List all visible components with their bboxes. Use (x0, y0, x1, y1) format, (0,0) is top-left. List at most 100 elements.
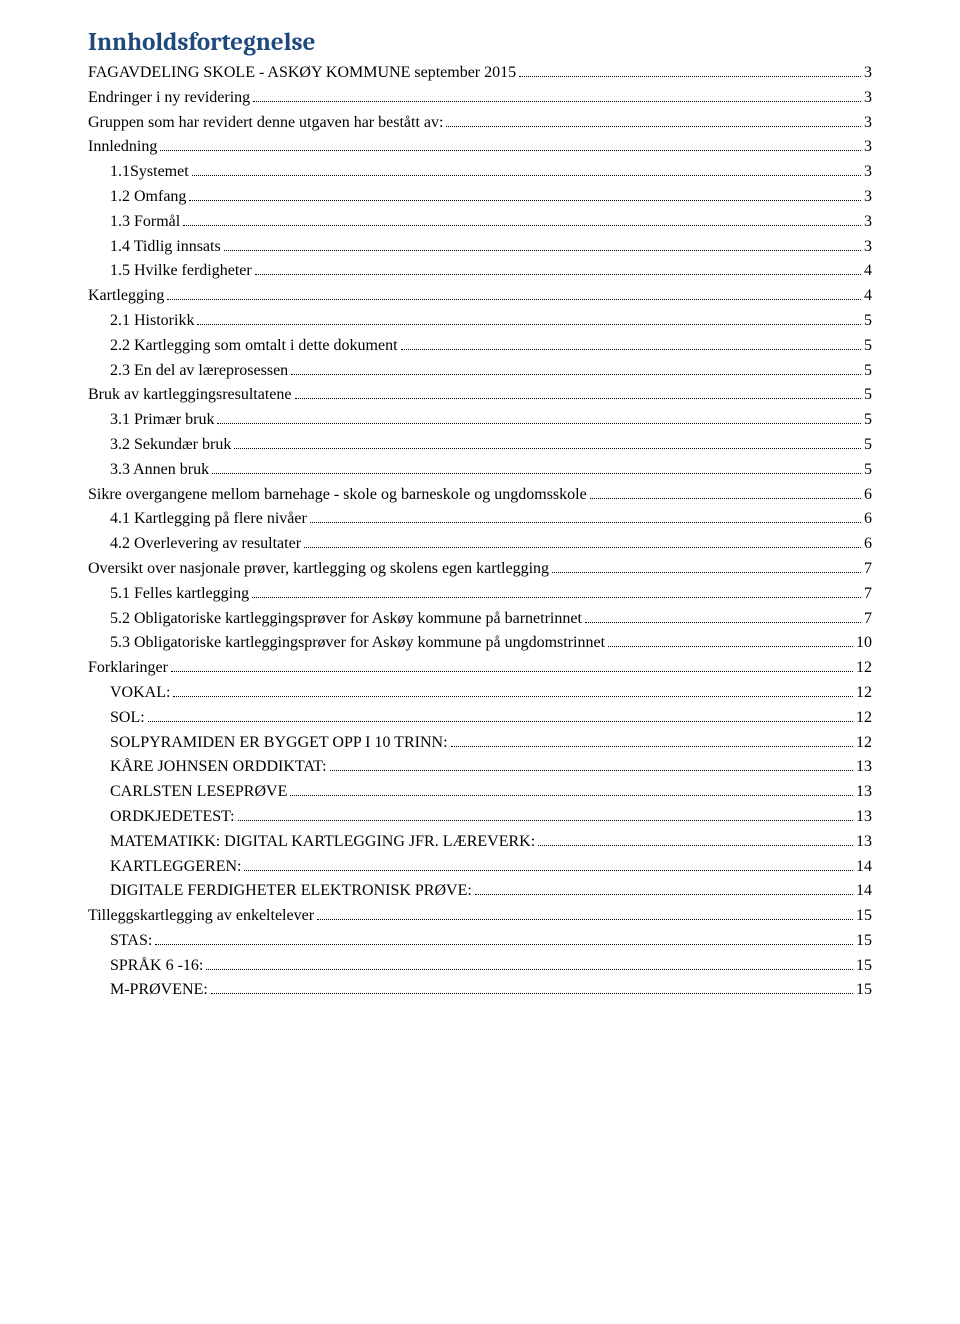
page: Innholdsfortegnelse FAGAVDELING SKOLE - … (0, 0, 960, 1324)
toc-leader-dots (291, 361, 861, 375)
toc-entry[interactable]: SOL: 12 (88, 706, 872, 731)
toc-entry[interactable]: SOLPYRAMIDEN ER BYGGET OPP I 10 TRINN: 1… (88, 731, 872, 756)
toc-entry[interactable]: FAGAVDELING SKOLE - ASKØY KOMMUNE septem… (88, 61, 872, 86)
toc-leader-dots (148, 708, 853, 722)
toc-entry[interactable]: 3.3 Annen bruk 5 (88, 458, 872, 483)
toc-leader-dots (446, 113, 861, 127)
toc-entry[interactable]: Forklaringer 12 (88, 656, 872, 681)
toc-entry-label: FAGAVDELING SKOLE - ASKØY KOMMUNE septem… (88, 61, 516, 86)
toc-entry[interactable]: 2.3 En del av læreprosessen 5 (88, 359, 872, 384)
toc-entry-page: 5 (864, 334, 872, 359)
toc-entry[interactable]: Kartlegging 4 (88, 284, 872, 309)
toc-leader-dots (519, 63, 861, 77)
toc-entry[interactable]: 4.1 Kartlegging på flere nivåer 6 (88, 507, 872, 532)
toc-entry-page: 15 (856, 978, 872, 1003)
toc-leader-dots (171, 658, 853, 672)
toc-leader-dots (475, 882, 853, 896)
toc-entry[interactable]: SPRÅK 6 -16: 15 (88, 954, 872, 979)
toc-leader-dots (317, 906, 853, 920)
toc-entry[interactable]: KARTLEGGEREN: 14 (88, 855, 872, 880)
toc-entry[interactable]: Oversikt over nasjonale prøver, kartlegg… (88, 557, 872, 582)
toc-entry[interactable]: 1.2 Omfang 3 (88, 185, 872, 210)
toc-entry-page: 5 (864, 458, 872, 483)
toc-entry-label: 5.2 Obligatoriske kartleggingsprøver for… (110, 607, 582, 632)
toc-entry[interactable]: Gruppen som har revidert denne utgaven h… (88, 111, 872, 136)
toc-leader-dots (252, 584, 861, 598)
toc-entry-page: 14 (856, 855, 872, 880)
toc-entry[interactable]: MATEMATIKK: DIGITAL KARTLEGGING JFR. LÆR… (88, 830, 872, 855)
toc-entry[interactable]: DIGITALE FERDIGHETER ELEKTRONISK PRØVE: … (88, 879, 872, 904)
toc-entry-page: 12 (856, 681, 872, 706)
toc-entry-label: Tilleggskartlegging av enkeltelever (88, 904, 314, 929)
toc-entry-label: CARLSTEN LESEPRØVE (110, 780, 287, 805)
toc-entry-label: 3.1 Primær bruk (110, 408, 214, 433)
toc-leader-dots (206, 956, 853, 970)
toc-entry[interactable]: Innledning 3 (88, 135, 872, 160)
toc-entry[interactable]: 1.1Systemet 3 (88, 160, 872, 185)
toc-entry-label: SPRÅK 6 -16: (110, 954, 203, 979)
toc-leader-dots (224, 237, 861, 251)
toc-entry[interactable]: 5.2 Obligatoriske kartleggingsprøver for… (88, 607, 872, 632)
toc-entry[interactable]: M-PRØVENE: 15 (88, 978, 872, 1003)
toc-entry-label: 1.4 Tidlig innsats (110, 235, 221, 260)
toc-entry-page: 5 (864, 383, 872, 408)
toc-entry[interactable]: Bruk av kartleggingsresultatene 5 (88, 383, 872, 408)
toc-entry-label: KÅRE JOHNSEN ORDDIKTAT: (110, 755, 327, 780)
toc-entry[interactable]: 1.5 Hvilke ferdigheter 4 (88, 259, 872, 284)
toc-entry-page: 3 (864, 235, 872, 260)
toc-leader-dots (330, 758, 853, 772)
toc-leader-dots (310, 510, 861, 524)
toc-entry-label: Oversikt over nasjonale prøver, kartlegg… (88, 557, 549, 582)
toc-entry-page: 12 (856, 731, 872, 756)
toc-entry[interactable]: ORDKJEDETEST: 13 (88, 805, 872, 830)
toc-title: Innholdsfortegnelse (88, 28, 872, 57)
toc-entry-label: Gruppen som har revidert denne utgaven h… (88, 111, 443, 136)
toc-entry-label: Forklaringer (88, 656, 168, 681)
toc-entry[interactable]: 3.2 Sekundær bruk 5 (88, 433, 872, 458)
toc-entry[interactable]: STAS: 15 (88, 929, 872, 954)
toc-entry[interactable]: 4.2 Overlevering av resultater 6 (88, 532, 872, 557)
toc-leader-dots (183, 212, 861, 226)
toc-entry[interactable]: 1.4 Tidlig innsats 3 (88, 235, 872, 260)
toc-entry-page: 4 (864, 284, 872, 309)
toc-entry-page: 5 (864, 359, 872, 384)
toc-entry-page: 6 (864, 483, 872, 508)
toc-leader-dots (608, 634, 853, 648)
toc-entry-page: 14 (856, 879, 872, 904)
toc-entry-label: DIGITALE FERDIGHETER ELEKTRONISK PRØVE: (110, 879, 472, 904)
toc-entry[interactable]: Tilleggskartlegging av enkeltelever 15 (88, 904, 872, 929)
toc-leader-dots (451, 733, 853, 747)
toc-entry-page: 12 (856, 706, 872, 731)
toc-entry[interactable]: 1.3 Formål 3 (88, 210, 872, 235)
toc-entry[interactable]: 2.1 Historikk 5 (88, 309, 872, 334)
toc-entry-label: 5.3 Obligatoriske kartleggingsprøver for… (110, 631, 605, 656)
toc-leader-dots (585, 609, 861, 623)
toc-entry-page: 6 (864, 532, 872, 557)
toc-entry-page: 15 (856, 954, 872, 979)
toc-leader-dots (244, 857, 853, 871)
toc-list: FAGAVDELING SKOLE - ASKØY KOMMUNE septem… (88, 61, 872, 1003)
toc-entry-page: 3 (864, 61, 872, 86)
toc-entry[interactable]: 2.2 Kartlegging som omtalt i dette dokum… (88, 334, 872, 359)
toc-entry-label: 2.1 Historikk (110, 309, 194, 334)
toc-entry-label: M-PRØVENE: (110, 978, 208, 1003)
toc-entry-label: ORDKJEDETEST: (110, 805, 235, 830)
toc-entry[interactable]: 5.3 Obligatoriske kartleggingsprøver for… (88, 631, 872, 656)
toc-leader-dots (295, 386, 862, 400)
toc-leader-dots (538, 832, 853, 846)
toc-entry-label: 4.1 Kartlegging på flere nivåer (110, 507, 307, 532)
toc-entry[interactable]: Sikre overgangene mellom barnehage - sko… (88, 483, 872, 508)
toc-entry-label: VOKAL: (110, 681, 170, 706)
toc-entry-label: 3.2 Sekundær bruk (110, 433, 231, 458)
toc-entry-label: 2.2 Kartlegging som omtalt i dette dokum… (110, 334, 398, 359)
toc-entry[interactable]: VOKAL: 12 (88, 681, 872, 706)
toc-entry[interactable]: 5.1 Felles kartlegging 7 (88, 582, 872, 607)
toc-entry[interactable]: 3.1 Primær bruk 5 (88, 408, 872, 433)
toc-leader-dots (217, 410, 861, 424)
toc-leader-dots (211, 981, 853, 995)
toc-entry[interactable]: Endringer i ny revidering 3 (88, 86, 872, 111)
toc-entry[interactable]: CARLSTEN LESEPRØVE 13 (88, 780, 872, 805)
toc-leader-dots (212, 460, 861, 474)
toc-leader-dots (189, 187, 861, 201)
toc-entry[interactable]: KÅRE JOHNSEN ORDDIKTAT: 13 (88, 755, 872, 780)
